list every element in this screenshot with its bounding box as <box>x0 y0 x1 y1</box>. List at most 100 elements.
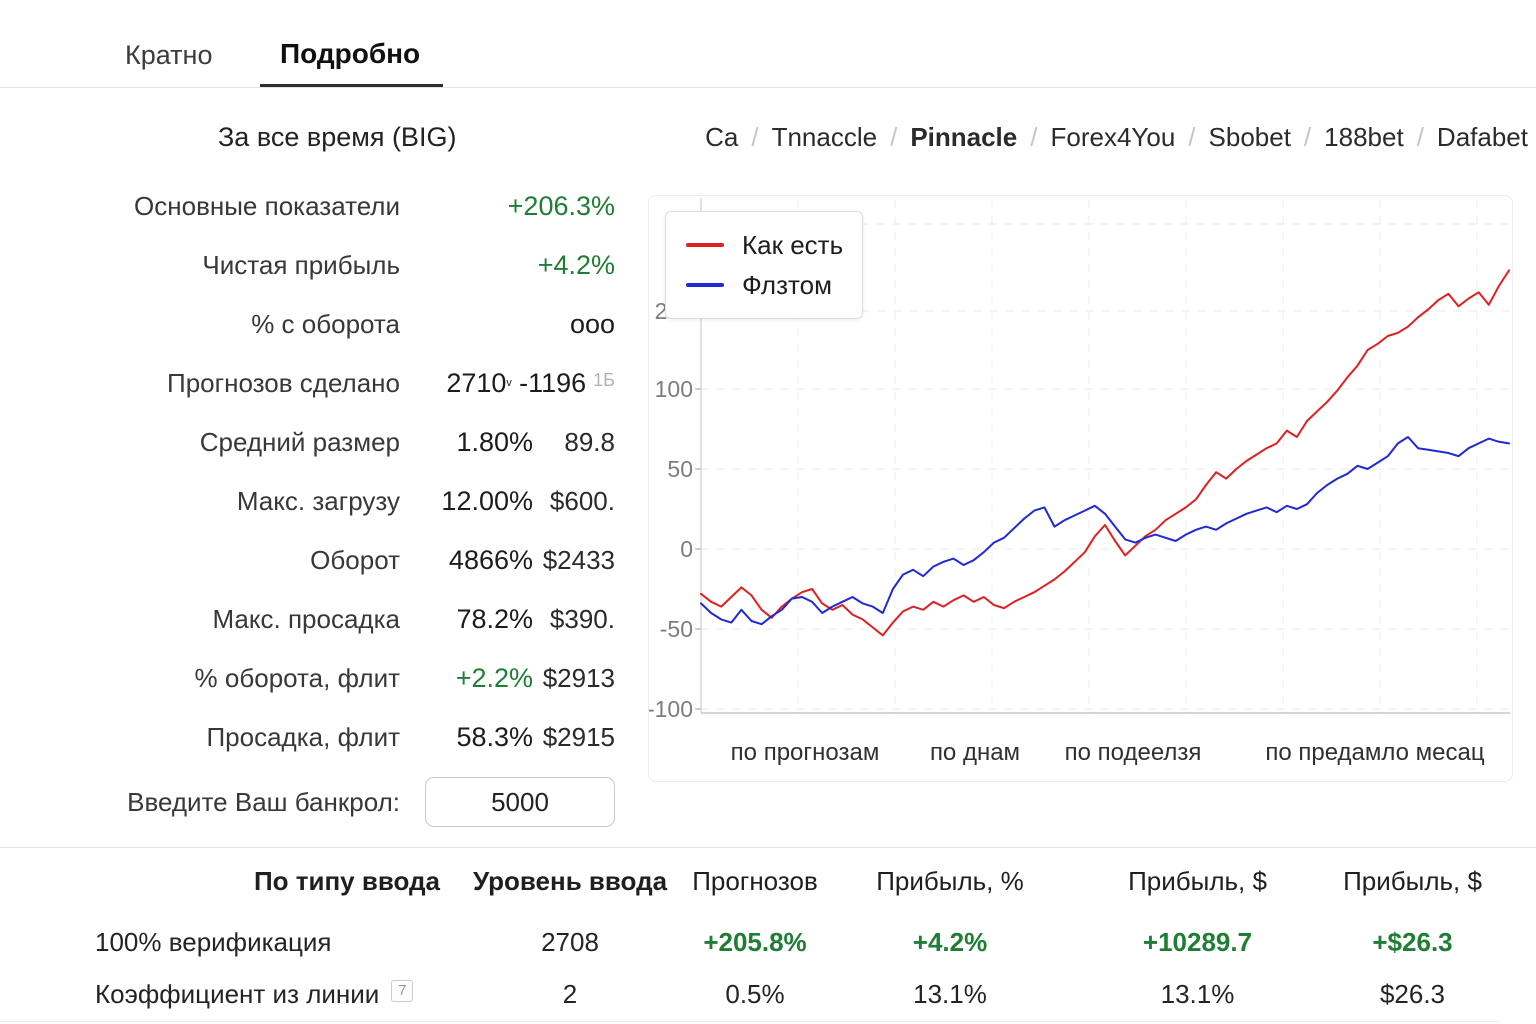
stat-value-pct: +2.2% <box>455 663 533 693</box>
stat-value-pct: 58.3% <box>456 722 533 752</box>
stat-value: 2710ᵛ -1196 1Б <box>446 368 615 398</box>
stat-row: Макс. загрузу 12.00% $600. <box>0 472 615 531</box>
stat-row: % с оборота ооо <box>0 295 615 354</box>
stat-value-abs: $2915 <box>542 722 615 752</box>
bookmaker-item[interactable]: Ca <box>705 122 739 152</box>
y-tick-label: -100 <box>649 696 693 722</box>
period-selector[interactable]: За все время (BIG) <box>218 122 457 152</box>
stat-row: Оборот 4866% $2433 <box>0 531 615 590</box>
stat-value-pct: 78.2% <box>456 604 533 634</box>
bookmaker-item[interactable]: 188bet <box>1324 122 1404 152</box>
stat-label: % с оборота <box>251 309 400 339</box>
legend-label: Флзтом <box>742 269 832 300</box>
red-line-swatch-icon <box>686 243 724 247</box>
stat-label: Чистая прибыль <box>202 250 400 280</box>
stat-value-abs: 89.8 <box>564 427 615 457</box>
col-header-input-type: По типу ввода <box>253 865 440 896</box>
cell-profit-pct: +4.2% <box>912 926 988 957</box>
stat-label: Оборот <box>310 545 400 575</box>
stat-row: Макс. просадка 78.2% $390. <box>0 590 615 649</box>
stat-value-abs: $2913 <box>542 663 615 693</box>
bankroll-input[interactable] <box>425 777 615 827</box>
col-header-profit-pct: Прибыль, % <box>876 865 1024 896</box>
series-line-flat <box>700 436 1510 626</box>
legend-label: Как есть <box>742 229 844 260</box>
series-line-as-is <box>700 269 1510 637</box>
cell-forecasts: 0.5% <box>725 979 785 1009</box>
table-row: 100% верификация 2708 +205.8% +4.2% +102… <box>0 915 1500 969</box>
cell-profit-usd-2: $26.3 <box>1379 979 1446 1009</box>
col-header-profit-usd: Прибыль, $ <box>1128 865 1267 896</box>
row-label: 100% верификация <box>95 926 332 957</box>
chart-mode-by-weeks[interactable]: по подеелзя <box>1064 739 1202 766</box>
stat-label: Просадка, флит <box>206 722 400 752</box>
superscript-mark: ᵛ <box>506 377 512 394</box>
tab-detailed[interactable]: Подробно <box>280 38 421 69</box>
bookmaker-item[interactable]: Sbobet <box>1208 122 1291 152</box>
cell-profit-usd: 13.1% <box>1160 979 1235 1009</box>
table-divider <box>0 847 1536 848</box>
chart-legend: Как есть Флзтом <box>665 211 863 319</box>
stat-value: +206.3% <box>507 191 615 221</box>
stat-value: ооо <box>569 309 615 339</box>
cell-profit-usd-2: +$26.3 <box>1372 926 1453 957</box>
breadcrumb-separator: / <box>1188 122 1196 152</box>
cell-level: 2708 <box>541 926 599 957</box>
header-divider <box>0 87 1536 88</box>
stats-panel: Основные показатели +206.3% Чистая прибы… <box>0 177 615 767</box>
stat-label: Макс. просадка <box>212 604 400 634</box>
legend-item-as-is: Как есть <box>686 225 862 265</box>
breadcrumb-separator: / <box>751 122 759 152</box>
stat-value-abs: $600. <box>549 486 615 516</box>
breadcrumb-separator: / <box>1416 122 1424 152</box>
cell-level: 2 <box>562 979 578 1009</box>
y-tick-label: -50 <box>660 616 693 642</box>
breadcrumb-separator: / <box>1303 122 1312 152</box>
stat-row: % оборота, флит +2.2% $2913 <box>0 649 615 708</box>
stat-label: % оборота, флит <box>194 663 400 693</box>
bankroll-label: Введите Ваш банкрол: <box>127 787 400 817</box>
stat-row: Прогнозов сделано 2710ᵛ -1196 1Б <box>0 354 615 413</box>
cell-profit-pct: 13.1% <box>913 979 987 1009</box>
bookmaker-item[interactable]: Dafabet <box>1436 122 1528 152</box>
stat-label: Прогнозов сделано <box>167 368 400 398</box>
table-header-row: По типу ввода Уровень ввода Прогнозов Пр… <box>0 860 1500 902</box>
stat-value-abs: $390. <box>549 604 615 634</box>
stat-row: Просадка, флит 58.3% $2915 <box>0 708 615 767</box>
stat-value-pct: 4866% <box>448 545 533 575</box>
col-header-input-level: Уровень ввода <box>472 865 668 896</box>
chart-mode-by-forecasts[interactable]: по прогнозам <box>730 739 880 766</box>
bookmaker-item[interactable]: Pinnacle <box>910 122 1018 152</box>
y-tick-label: 50 <box>667 456 693 482</box>
stat-row: Чистая прибыль +4.2% <box>0 236 615 295</box>
footnote-7-icon: 7 <box>391 979 414 1002</box>
legend-item-flat: Флзтом <box>686 265 862 305</box>
active-tab-underline <box>260 84 443 87</box>
row-label: Коэффициент из линии 7 <box>0 979 460 1010</box>
bookmaker-list: Ca / Tnnaccle / Pinnacle / Forex4You / S… <box>705 122 1528 153</box>
cell-profit-usd: +10289.7 <box>1142 926 1253 957</box>
bookmaker-item[interactable]: Tnnaccle <box>771 122 878 152</box>
stat-note: 1Б <box>593 370 615 390</box>
stat-row: Основные показатели +206.3% <box>0 177 615 236</box>
cell-forecasts: +205.8% <box>703 926 807 957</box>
tab-brief[interactable]: Кратно <box>125 40 213 70</box>
stat-value-pct: 12.00% <box>441 486 533 516</box>
table-row: Коэффициент из линии 7 2 0.5% 13.1% 13.1%… <box>0 968 1500 1022</box>
blue-line-swatch-icon <box>686 283 724 287</box>
profit-chart-card: 200 100 50 0 -50 -100 Как есть Флзтом по… <box>648 195 1513 782</box>
bookmaker-item[interactable]: Forex4You <box>1050 122 1176 152</box>
chart-mode-by-months[interactable]: по предамло месац <box>1265 739 1485 766</box>
stat-value: +4.2% <box>537 250 615 280</box>
breadcrumb-separator: / <box>890 122 898 152</box>
col-header-forecasts: Прогнозов <box>692 865 818 896</box>
y-tick-label: 0 <box>680 536 693 562</box>
stat-row: Средний размер 1.80% 89.8 <box>0 413 615 472</box>
stat-label: Средний размер <box>199 427 400 457</box>
chart-mode-by-days[interactable]: по днам <box>929 739 1021 766</box>
y-tick-label: 100 <box>655 376 693 402</box>
breadcrumb-separator: / <box>1030 122 1038 152</box>
col-header-profit-usd-2: Прибыль, $ <box>1343 865 1482 896</box>
stat-value-pct: 1.80% <box>456 427 533 457</box>
